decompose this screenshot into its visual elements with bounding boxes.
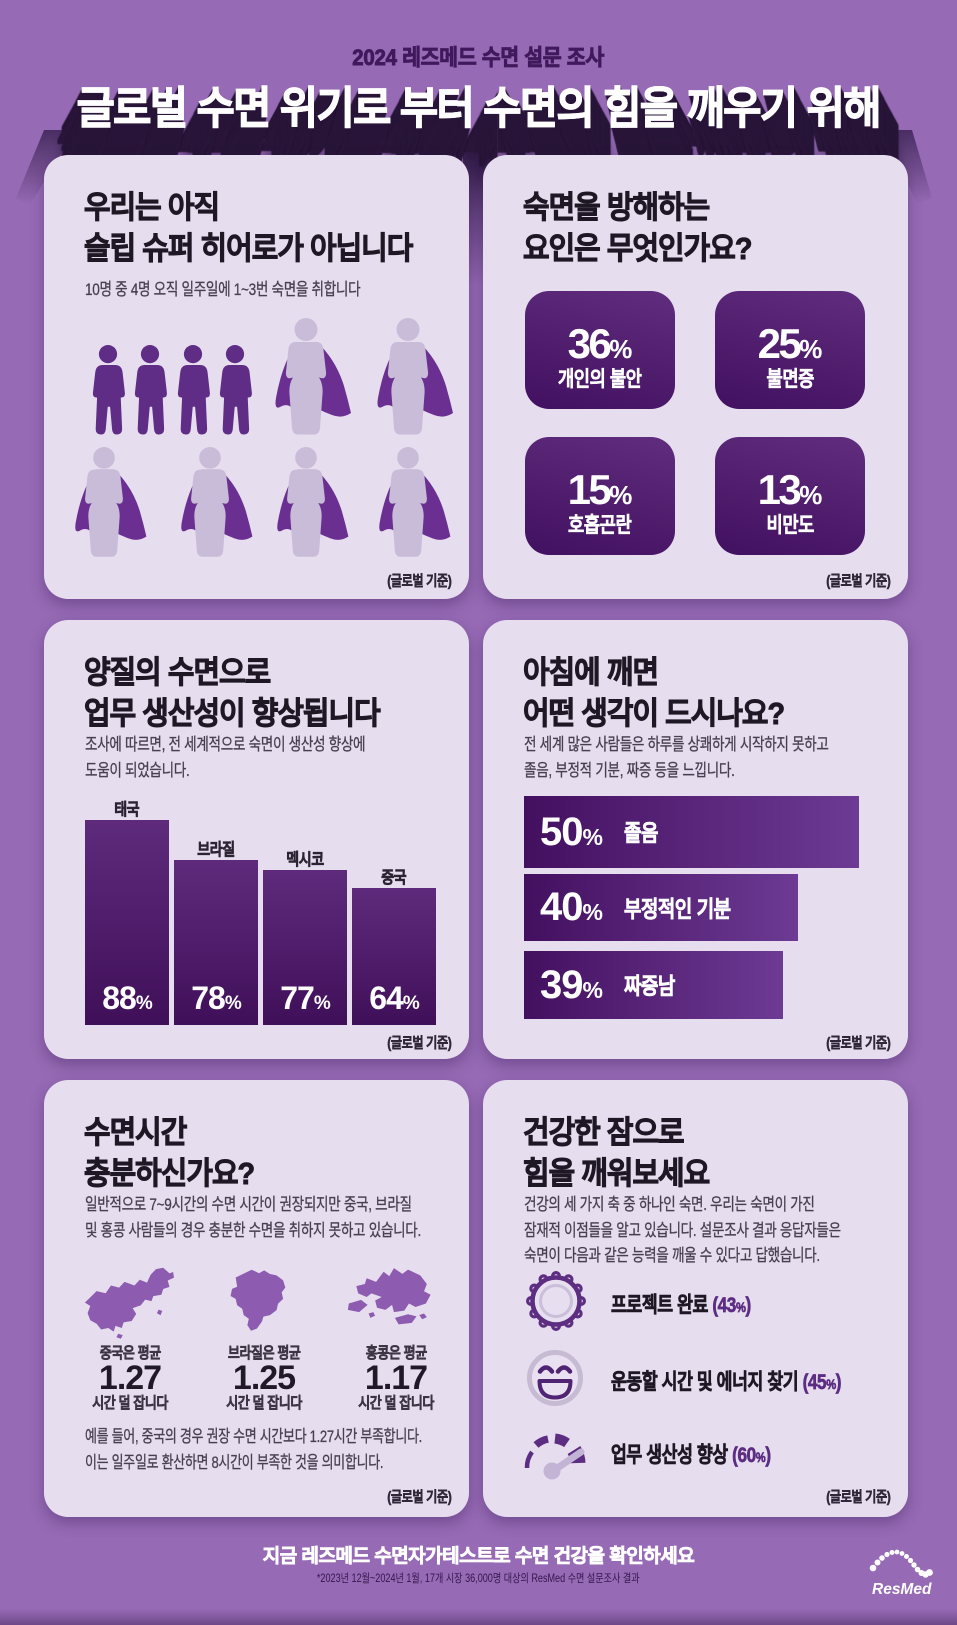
svg-text:ResMed: ResMed — [872, 1581, 932, 1598]
